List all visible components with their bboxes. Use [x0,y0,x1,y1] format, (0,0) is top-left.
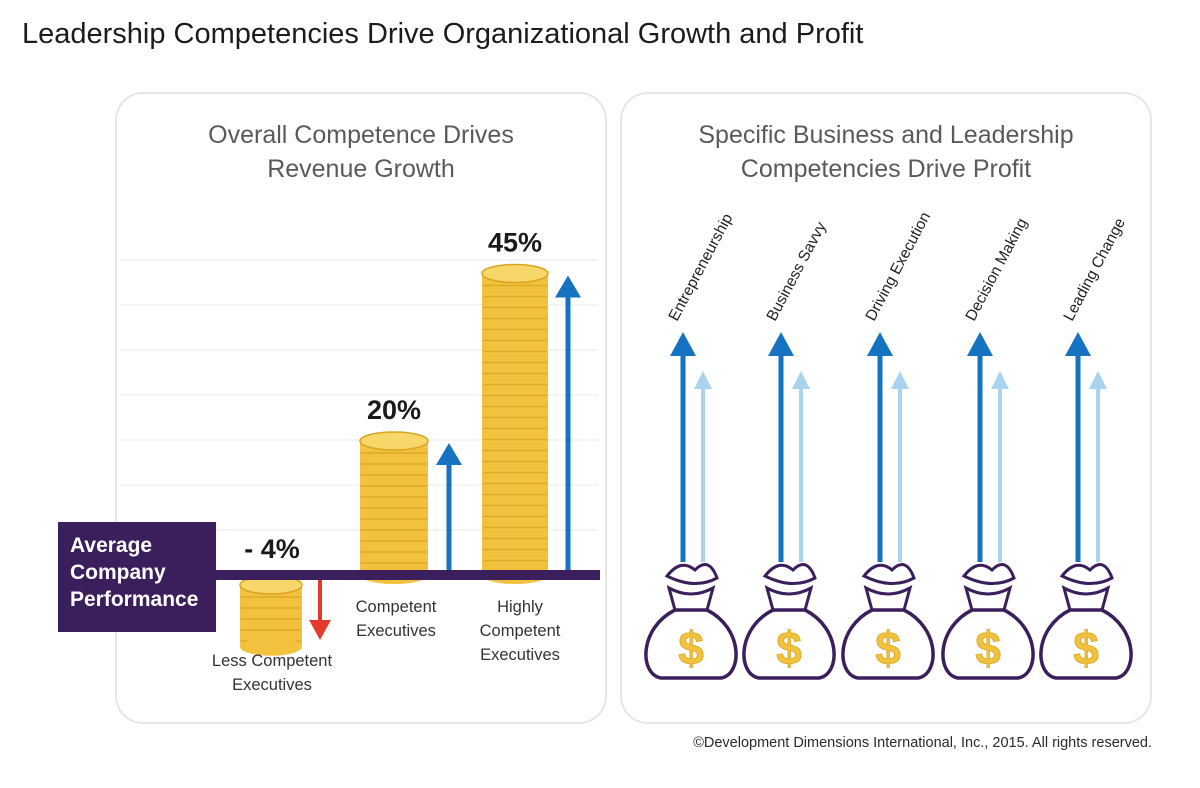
revenue-bar-2: 20% Competent Executives [356,395,462,640]
money-bag-icon [1039,608,1133,680]
coin-top [359,431,429,451]
bag-top-knot [1059,563,1114,585]
average-line-1: Average [70,534,153,557]
bag-neck [764,584,814,612]
profit-item-1: $ Entrepreneurship [644,211,738,680]
dollar-sign-icon: $ [678,622,704,674]
bag-neck [963,584,1013,612]
average-line-2: Company [70,561,166,584]
profit-item-3: $ Driving Execution [841,209,935,680]
category-label: Executives [356,622,436,640]
profit-arrow-light-head [991,371,1009,389]
profit-item-2: $ Business Savvy [742,219,836,680]
profit-title-line-2: Competencies Drive Profit [740,155,1032,183]
competency-label: Business Savvy [764,219,830,324]
money-bag-icon [941,608,1035,680]
competency-label: Decision Making [963,215,1031,323]
bag-top-knot [664,563,719,585]
revenue-title-line-2: Revenue Growth [267,155,455,183]
profit-arrow-head [867,332,893,356]
money-bag-icon [841,608,935,680]
revenue-panel-title: Overall Competence Drives Revenue Growth [117,118,605,186]
copyright-notice: ©Development Dimensions International, I… [693,735,1152,751]
profit-arrow-light-head [792,371,810,389]
competency-label: Driving Execution [863,209,935,323]
profit-item-5: $ Leading Change [1039,215,1133,680]
decline-arrow-head [309,620,331,640]
profit-arrow-head [1065,332,1091,356]
coin-stack [482,273,548,575]
average-line-3: Performance [70,588,199,611]
category-label: Competent [356,598,437,616]
competency-label: Entrepreneurship [666,211,737,324]
profit-arrow-head [768,332,794,356]
category-label: Executives [232,676,312,694]
category-label: Highly [497,598,544,616]
growth-arrow-head [555,275,581,298]
bag-neck [1061,584,1111,612]
revenue-bar-1: - 4% Less Competent Executives [212,534,333,694]
value-label: 20% [367,395,421,425]
page-title: Leadership Competencies Drive Organizati… [22,18,864,50]
category-label: Less Competent [212,652,333,670]
growth-arrow-head [436,443,462,465]
profit-arrow-light-head [1089,371,1107,389]
coin-stack [240,585,302,647]
profit-arrow-light-head [694,371,712,389]
value-label: - 4% [244,534,300,564]
bag-top-knot [861,563,916,585]
profit-arrow-head [670,332,696,356]
profit-panel-title: Specific Business and Leadership Compete… [622,118,1150,186]
average-baseline [210,570,600,580]
coin-bottom [240,637,302,656]
coin-top [481,263,549,284]
average-performance-label: Average Company Performance [58,522,216,632]
money-bag-icon [742,608,836,680]
bag-top-knot [762,563,817,585]
bag-top-knot [961,563,1016,585]
dollar-sign-icon: $ [776,622,802,674]
dollar-sign-icon: $ [975,622,1001,674]
dollar-sign-icon: $ [1073,622,1099,674]
bag-neck [666,584,716,612]
revenue-bar-3: 45% Highly Competent Executives [480,228,581,664]
value-label: 45% [488,228,542,258]
profit-title-line-1: Specific Business and Leadership [698,121,1074,149]
money-bag-icon [644,608,738,680]
bag-neck [863,584,913,612]
competency-label: Leading Change [1061,215,1129,323]
profit-arrow-head [967,332,993,356]
dollar-sign-icon: $ [875,622,901,674]
category-label: Executives [480,646,560,664]
profit-item-4: $ Decision Making [941,215,1035,680]
revenue-title-line-1: Overall Competence Drives [208,121,514,149]
category-label: Competent [480,622,561,640]
profit-arrow-light-head [891,371,909,389]
